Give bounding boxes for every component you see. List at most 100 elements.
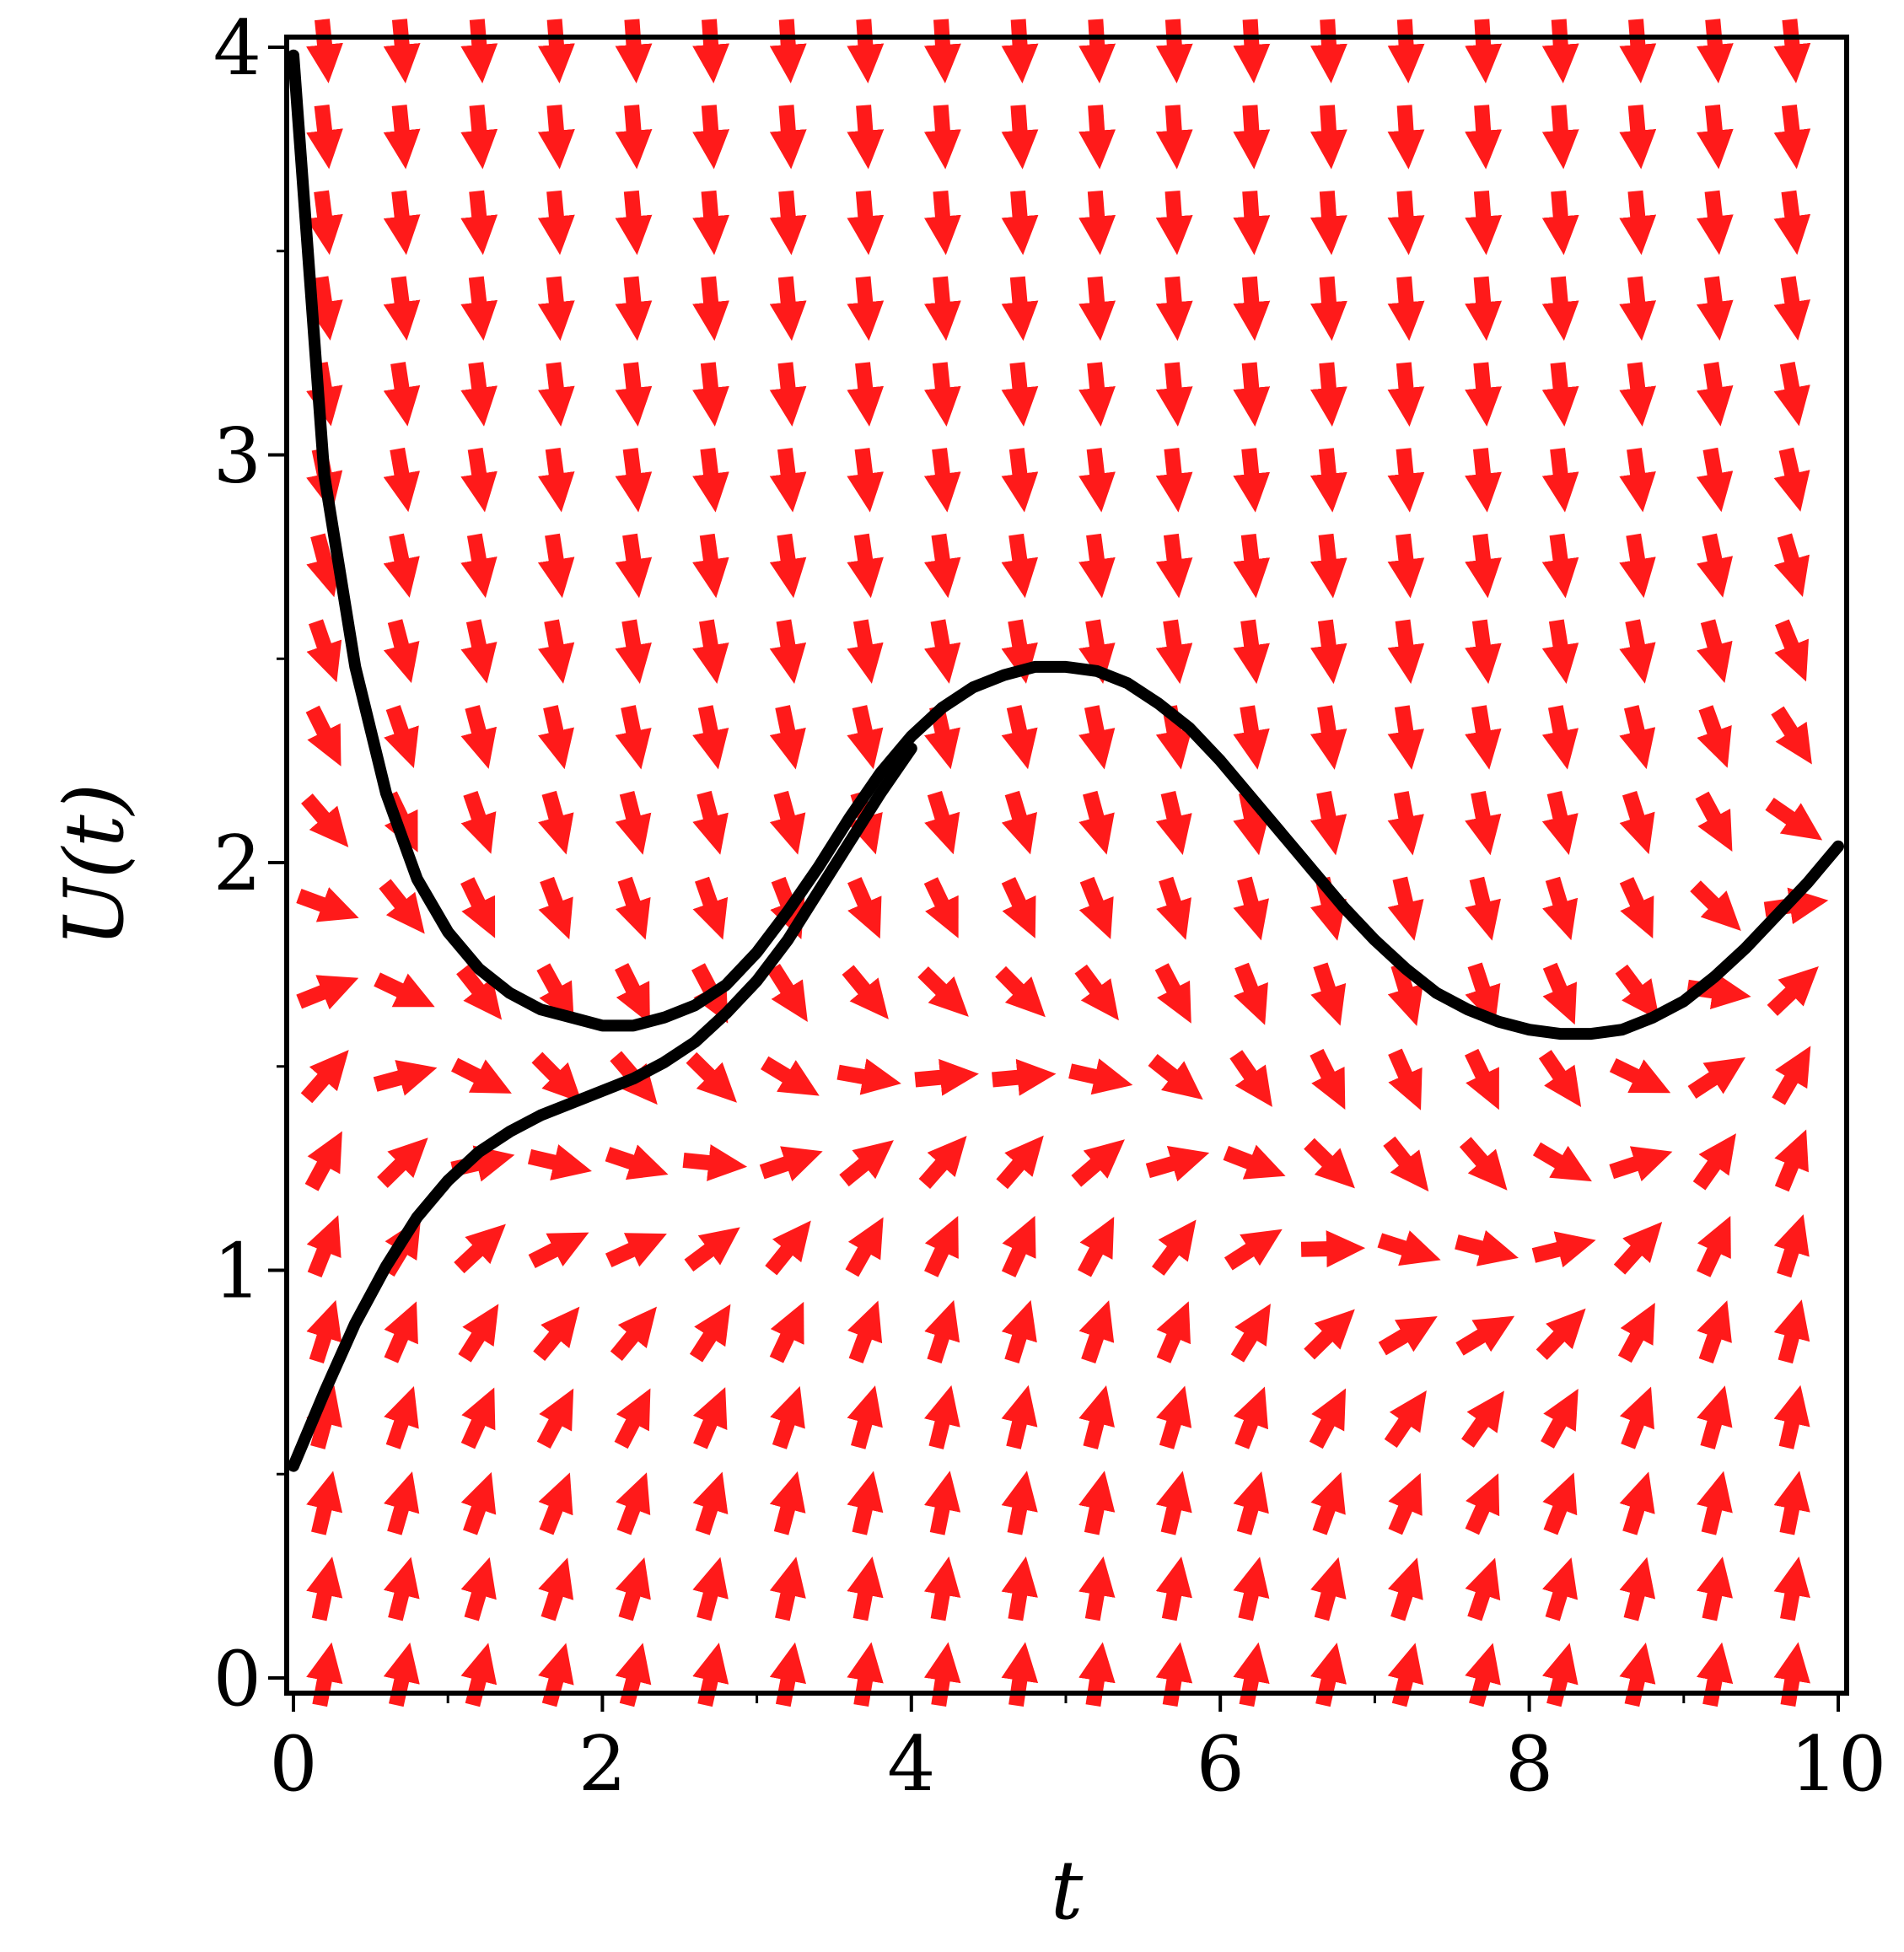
field-arrow [1001, 790, 1037, 855]
field-arrow [1001, 1215, 1036, 1277]
field-arrow [1387, 791, 1424, 856]
field-arrow [1619, 276, 1657, 341]
field-arrow [692, 190, 730, 255]
field-arrow [1609, 1058, 1671, 1094]
field-arrow [1619, 362, 1657, 427]
field-arrow [1541, 448, 1579, 513]
field-arrow [306, 1299, 342, 1364]
field-arrow [1384, 1390, 1427, 1448]
field-arrow [769, 1557, 806, 1621]
field-arrow [1310, 533, 1347, 599]
field-arrow [1078, 362, 1116, 427]
field-arrow [1145, 1145, 1210, 1182]
field-arrow [615, 1643, 652, 1707]
field-arrow [1619, 1643, 1656, 1707]
field-arrow [766, 963, 808, 1023]
field-arrow [995, 965, 1046, 1018]
field-arrow [1532, 1142, 1592, 1182]
field-arrow [1465, 1643, 1501, 1707]
field-arrow [1388, 1048, 1423, 1110]
field-arrow [1304, 1309, 1355, 1360]
field-arrow [1773, 104, 1811, 169]
field-arrow [1613, 1222, 1663, 1275]
field-arrow [924, 1216, 959, 1277]
field-arrow [996, 1135, 1044, 1190]
field-arrow [1233, 1642, 1270, 1707]
field-arrow [1619, 1557, 1656, 1621]
field-arrow [460, 705, 498, 769]
field-arrow [1619, 448, 1656, 513]
field-arrow [451, 1057, 512, 1094]
field-arrow [1155, 1471, 1192, 1535]
field-arrow [1155, 1557, 1192, 1621]
field-arrow [1465, 876, 1501, 941]
field-arrow [537, 362, 575, 427]
field-arrow [1541, 1388, 1579, 1449]
field-arrow [1078, 1300, 1115, 1363]
field-arrow [1156, 1301, 1191, 1363]
field-arrow [1465, 105, 1503, 169]
field-arrow [1074, 964, 1119, 1021]
field-arrow [769, 705, 806, 770]
field-arrow [1233, 533, 1271, 599]
field-arrow [923, 877, 959, 938]
field-arrow [692, 1471, 729, 1535]
field-arrow [692, 533, 729, 599]
field-arrow [1224, 1229, 1283, 1271]
field-arrow [847, 1471, 884, 1535]
field-arrow [460, 276, 498, 341]
field-arrow [460, 1387, 496, 1449]
field-arrow [460, 1643, 498, 1707]
y-tick-label: 2 [213, 820, 261, 908]
field-arrow [1387, 1643, 1424, 1707]
field-arrow [1001, 190, 1039, 255]
field-arrow [1619, 877, 1654, 939]
field-arrow [1696, 362, 1734, 427]
field-arrow [692, 876, 729, 940]
field-arrow [923, 1642, 961, 1707]
field-arrow [383, 1557, 420, 1621]
field-arrow [537, 533, 575, 599]
field-arrow [1078, 448, 1116, 513]
field-arrow [1155, 276, 1193, 341]
field-arrow [458, 1304, 499, 1363]
field-arrow [692, 362, 729, 427]
field-arrow [769, 190, 807, 255]
field-arrow [460, 190, 498, 255]
field-arrow [1001, 105, 1039, 169]
field-arrow [306, 190, 343, 255]
field-arrow [1541, 190, 1579, 255]
field-arrow [1697, 1300, 1732, 1363]
field-arrow [924, 790, 960, 855]
field-arrow [306, 1471, 343, 1535]
field-arrow [1619, 619, 1656, 684]
field-arrow [692, 276, 729, 341]
field-arrow [528, 1232, 589, 1269]
field-arrow [1310, 962, 1347, 1026]
field-arrow [383, 362, 421, 427]
field-arrow [384, 1301, 418, 1363]
field-arrow [1692, 1133, 1736, 1191]
field-arrow [605, 1233, 667, 1267]
field-arrow [1541, 1643, 1579, 1707]
y-tick-label: 3 [213, 412, 261, 501]
field-arrow [383, 105, 421, 169]
field-arrow [1387, 276, 1425, 341]
field-arrow [1542, 962, 1578, 1025]
field-arrow [1233, 1386, 1268, 1449]
field-arrow [1619, 533, 1656, 599]
field-arrow [1387, 191, 1425, 255]
field-arrow [692, 1387, 728, 1449]
field-arrow [847, 1385, 883, 1449]
field-arrow [1233, 448, 1271, 513]
field-arrow [1773, 276, 1811, 341]
y-tick-labels: 0 1 2 3 4 [213, 4, 261, 1723]
field-arrow [847, 1300, 883, 1363]
field-arrow [842, 965, 889, 1019]
field-arrow [689, 1304, 731, 1363]
field-arrow [1465, 191, 1503, 255]
field-arrow [769, 276, 807, 341]
field-arrow [1619, 1471, 1655, 1535]
field-arrow [460, 877, 496, 938]
field-arrow [1696, 276, 1734, 341]
